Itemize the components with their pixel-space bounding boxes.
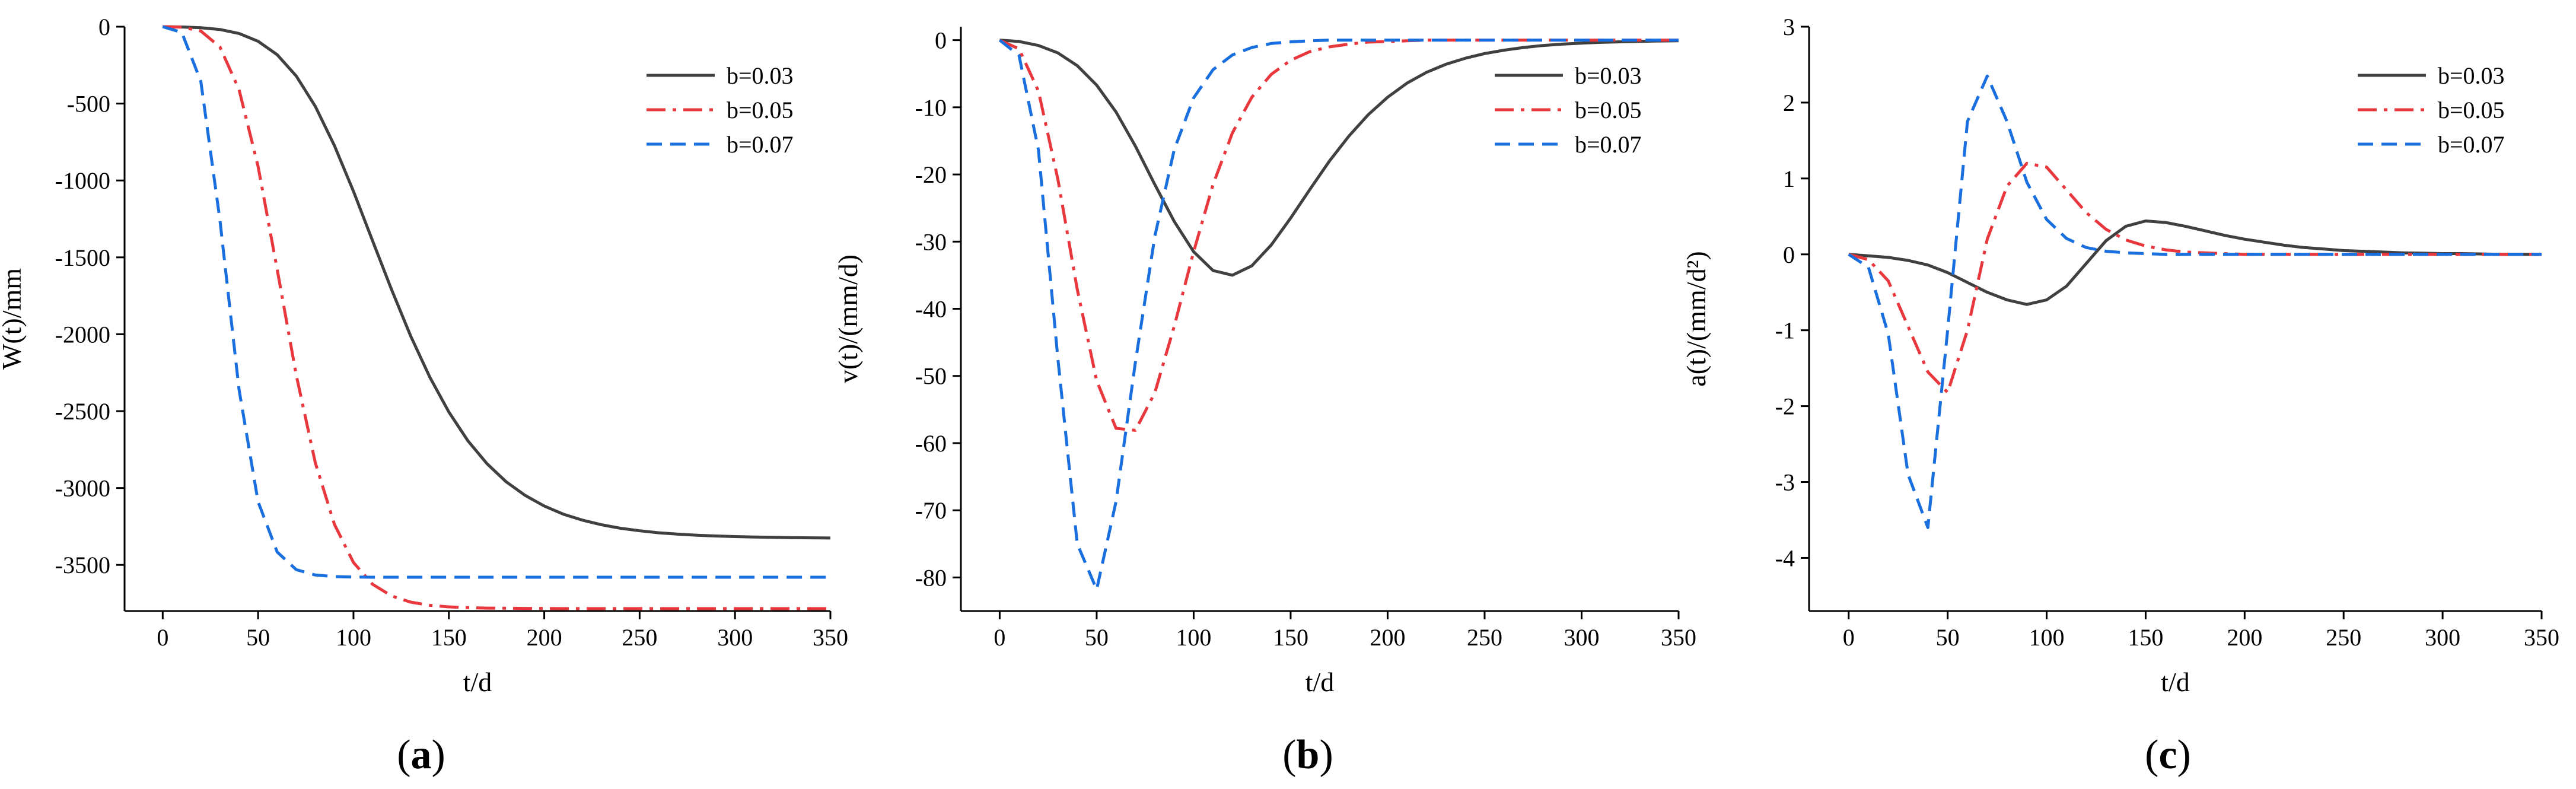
x-axis-title: t/d [2161,667,2190,697]
legend-label: b=0.03 [727,62,794,89]
legend-label: b=0.07 [727,131,794,158]
panel-label-open: ( [397,732,410,778]
series-line-b=0.07 [1848,74,2542,529]
y-tick-label: 0 [1783,241,1795,268]
y-tick-label: -2 [1775,393,1795,420]
x-tick-label: 250 [2326,624,2361,651]
y-tick-label: -500 [67,91,110,117]
y-tick-label: -1 [1775,317,1795,344]
x-tick-label: 250 [622,624,657,651]
series-line-b=0.03 [999,39,1679,277]
y-tick-label: 2 [1783,90,1795,116]
y-tick-label: 3 [1783,14,1795,40]
x-tick-label: 200 [527,624,562,651]
y-tick-label: -10 [915,94,947,121]
legend-label: b=0.05 [727,97,794,123]
y-axis-title: a(t)/(mm/d²) [1681,251,1711,386]
y-tick-label: -2500 [55,398,110,425]
y-tick-label: 0 [935,27,947,54]
series-line-b=0.07 [998,39,1679,591]
x-tick-label: 50 [1936,624,1960,651]
legend-label: b=0.03 [1575,62,1642,89]
y-tick-label: -1000 [55,167,110,194]
x-tick-label: 300 [2425,624,2460,651]
panel-label-close: ) [1319,732,1333,778]
x-tick-label: 300 [717,624,753,651]
x-tick-label: 150 [2128,624,2163,651]
legend-label: b=0.05 [2438,97,2505,123]
panel-label-close: ) [432,732,445,778]
series-line-b=0.05 [1848,161,2542,394]
y-axis-title: v(t)/(mm/d) [833,254,863,383]
panel-label-letter: c [2158,732,2177,778]
y-tick-label: -30 [915,228,947,255]
y-tick-label: -3 [1775,469,1795,496]
x-tick-label: 200 [1370,624,1405,651]
panel-label: (c) [2145,732,2191,778]
x-tick-label: 100 [336,624,371,651]
legend-label: b=0.05 [1575,97,1642,123]
y-tick-label: -50 [915,363,947,390]
series-line-b=0.07 [162,25,830,579]
panel-label-letter: b [1297,732,1320,778]
y-tick-label: -70 [915,497,947,524]
x-tick-label: 300 [1564,624,1599,651]
x-tick-label: 350 [1661,624,1696,651]
y-tick-label: -80 [915,564,947,591]
panel-label-letter: a [411,732,432,778]
x-tick-label: 100 [2029,624,2065,651]
chart-panel-b: 0 50 100 150 200 250 300 350 0 -10 -20 -30 -40 -50 -60… [833,27,1696,778]
y-tick-label: -40 [915,296,947,323]
legend-label: b=0.03 [2438,62,2505,89]
panel-label-close: ) [2177,732,2191,778]
panel-label: (a) [397,732,445,778]
chart-panel-a: 0 50 100 150 200 250 300 350 0 -500 -1000 -1500 -200… [0,14,848,778]
y-axis-title: W(t)/mm [0,268,27,370]
y-tick-label: 0 [98,14,110,40]
y-tick-label: -3500 [55,552,110,578]
chart-panel-c: 0 50 100 150 200 250 300 350 3 2 1 0 -1 -2 -3 -4 t/d a(t)… [1681,14,2559,778]
x-tick-label: 350 [813,624,848,651]
x-tick-label: 250 [1467,624,1502,651]
x-tick-label: 50 [1085,624,1109,651]
x-tick-label: 0 [994,624,1005,651]
y-tick-label: -60 [915,430,947,457]
x-axis-title: t/d [1305,667,1335,697]
x-tick-label: 350 [2524,624,2559,651]
x-tick-label: 100 [1176,624,1211,651]
y-tick-label: -1500 [55,244,110,271]
x-tick-label: 0 [1843,624,1855,651]
series-line-b=0.03 [163,25,831,540]
y-tick-label: -3000 [55,475,110,502]
panel-label-open: ( [1282,732,1296,778]
panel-label-open: ( [2145,732,2158,778]
panel-label: (b) [1282,732,1333,778]
y-tick-label: -2000 [55,321,110,348]
x-tick-label: 50 [246,624,270,651]
x-axis-title: t/d [463,667,492,697]
x-tick-label: 200 [2227,624,2262,651]
y-tick-label: 1 [1783,166,1795,192]
x-tick-label: 150 [431,624,467,651]
legend-label: b=0.07 [2438,131,2505,158]
x-tick-label: 0 [157,624,168,651]
x-tick-label: 150 [1273,624,1308,651]
legend-label: b=0.07 [1575,131,1642,158]
y-tick-label: -20 [915,161,947,188]
y-tick-label: -4 [1775,545,1795,571]
